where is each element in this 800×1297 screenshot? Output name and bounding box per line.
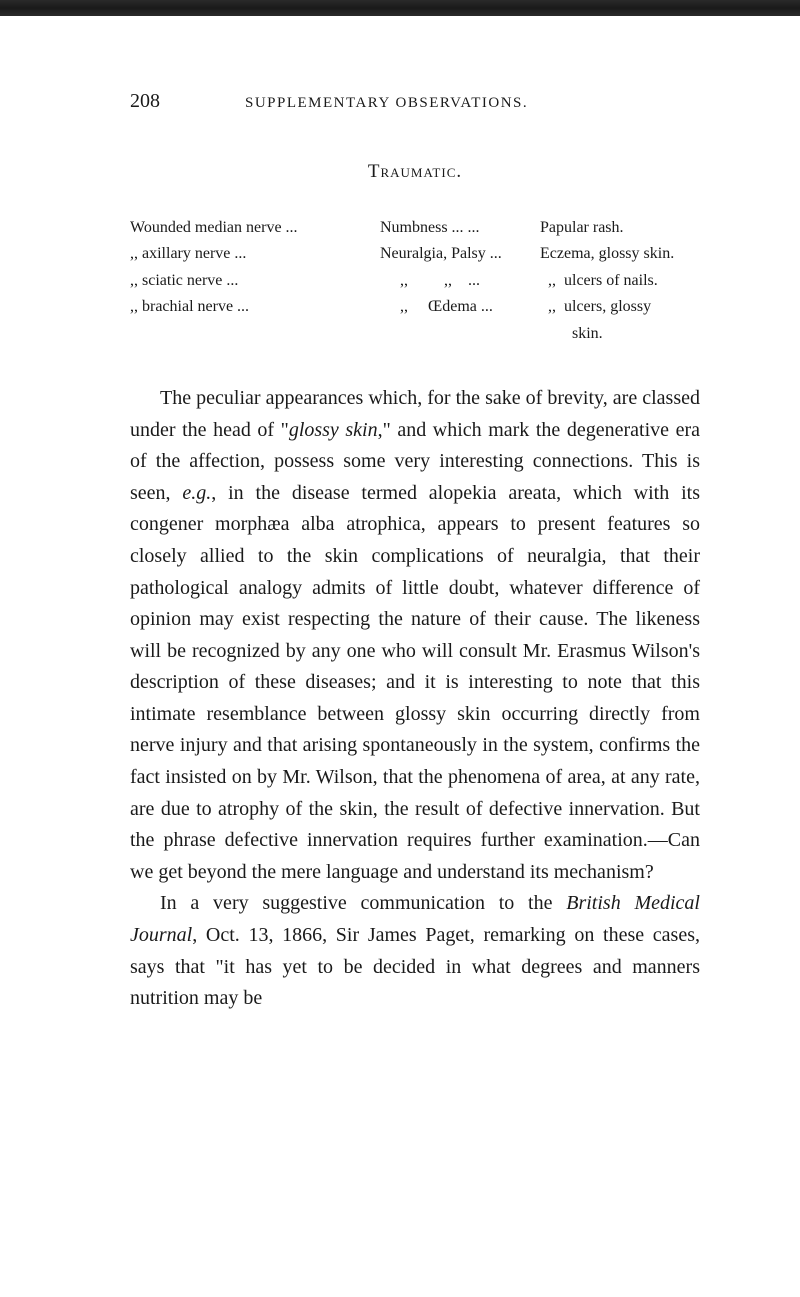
table-cell: Wounded median nerve ... <box>130 215 380 241</box>
page-number: 208 <box>130 90 160 113</box>
table-cell: ,, Œdema ... <box>380 294 540 320</box>
table-cell: ,, ,, ... <box>380 268 540 294</box>
page-header: 208 SUPPLEMENTARY OBSERVATIONS. <box>130 90 700 113</box>
table-row: ,, brachial nerve ... ,, Œdema ... ,, ul… <box>130 294 700 320</box>
paragraph-1: The peculiar appearances which, for the … <box>130 383 700 889</box>
paragraph-2: In a very suggestive communication to th… <box>130 888 700 1014</box>
table-row: ,, axillary nerve ... Neuralgia, Palsy .… <box>130 241 700 267</box>
table-cell: ,, axillary nerve ... <box>130 241 380 267</box>
table-cell <box>130 321 380 347</box>
top-border-decoration <box>0 0 800 16</box>
table-cell: Papular rash. <box>540 215 700 241</box>
table-cell <box>380 321 540 347</box>
table-cell: ,, ulcers of nails. <box>540 268 700 294</box>
table-cell: Numbness ... ... <box>380 215 540 241</box>
section-title: Traumatic. <box>130 161 700 183</box>
header-title: SUPPLEMENTARY OBSERVATIONS. <box>245 95 528 112</box>
table-cell: Neuralgia, Palsy ... <box>380 241 540 267</box>
table-cell: skin. <box>540 321 700 347</box>
traumatic-table: Wounded median nerve ... Numbness ... ..… <box>130 215 700 347</box>
table-cell: ,, sciatic nerve ... <box>130 268 380 294</box>
table-row: ,, sciatic nerve ... ,, ,, ... ,, ulcers… <box>130 268 700 294</box>
table-row: skin. <box>130 321 700 347</box>
table-cell: Eczema, glossy skin. <box>540 241 700 267</box>
table-cell: ,, brachial nerve ... <box>130 294 380 320</box>
table-row: Wounded median nerve ... Numbness ... ..… <box>130 215 700 241</box>
table-cell: ,, ulcers, glossy <box>540 294 700 320</box>
body-text: The peculiar appearances which, for the … <box>130 383 700 1015</box>
